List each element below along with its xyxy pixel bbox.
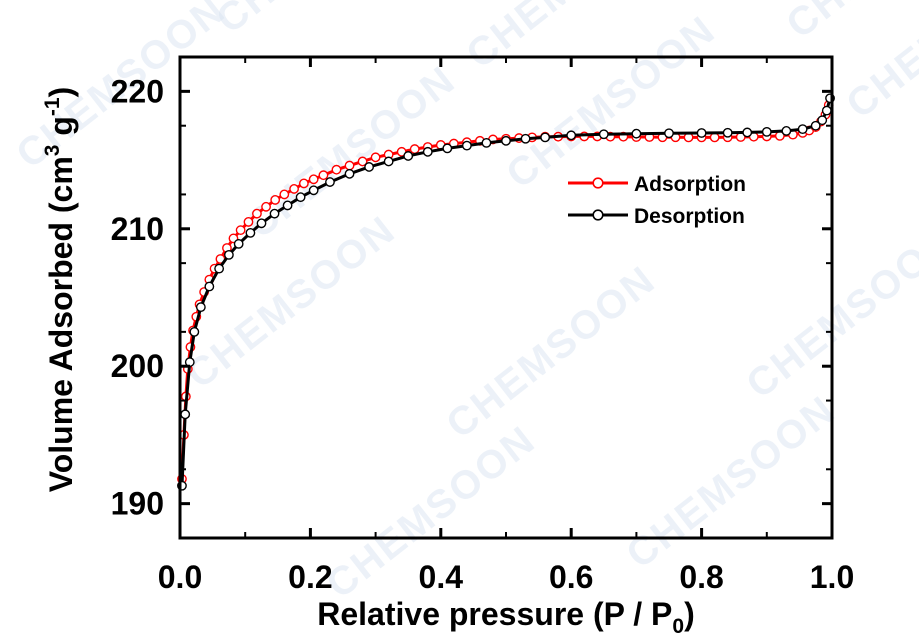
y-tick-label: 200 — [111, 348, 164, 384]
y-axis-title: Volume Adsorbed (cm3 g-1) — [41, 87, 79, 493]
desorption-point — [520, 133, 531, 144]
desorption-point — [245, 228, 256, 238]
desorption-point — [344, 168, 355, 179]
adsorption-point — [243, 217, 254, 227]
legend-marker-desorption — [592, 209, 604, 221]
desorption-point — [383, 156, 394, 167]
desorption-point — [761, 126, 772, 137]
x-axis-title: Relative pressure (P / P0) — [317, 596, 694, 638]
legend: Adsorption Desorption — [568, 173, 746, 228]
y-axis-title-mid: g — [43, 116, 79, 144]
y-tick-label: 220 — [111, 73, 164, 109]
desorption-point — [742, 127, 753, 138]
watermark-text: CHEMSOON — [438, 258, 663, 448]
desorption-point — [810, 120, 821, 131]
desorption-point — [631, 128, 642, 139]
desorption-point — [180, 409, 191, 420]
x-tick-label: 0.8 — [679, 559, 723, 595]
desorption-point — [195, 302, 206, 313]
desorption-point — [189, 326, 200, 337]
y-axis-title-sup1: 3 — [41, 145, 64, 157]
x-tick-label: 0.0 — [158, 559, 202, 595]
watermark-text: CHEMSOON — [778, 0, 919, 47]
legend-label-adsorption: Adsorption — [634, 173, 746, 196]
desorption-point — [325, 177, 335, 187]
desorption-point — [214, 263, 225, 274]
y-axis-title-main: Volume Adsorbed (cm — [43, 156, 79, 492]
adsorption-point — [344, 160, 355, 171]
desorption-point — [722, 127, 733, 138]
watermark-text: CHEMSOON — [838, 0, 919, 127]
x-tick-label: 0.2 — [288, 559, 332, 595]
x-tick-labels: 0.0 0.2 0.4 0.6 0.8 1.0 — [158, 559, 854, 595]
adsorption-point — [270, 195, 281, 205]
watermark-text: CHEMSOON — [178, 208, 403, 398]
desorption-point — [598, 129, 609, 140]
x-axis-title-main: Relative pressure (P / P — [317, 596, 672, 632]
y-axis-title-end: ) — [43, 87, 79, 98]
adsorption-point — [289, 184, 299, 194]
desorption-point — [501, 135, 511, 146]
x-tick-label: 0.6 — [549, 559, 593, 595]
watermark-text: CHEMSOON — [208, 0, 433, 42]
series-layer — [177, 93, 835, 491]
desorption-point — [461, 140, 472, 151]
adsorption-point — [318, 170, 329, 181]
adsorption-point — [261, 201, 271, 212]
adsorption-point — [357, 156, 368, 167]
desorption-point — [481, 137, 492, 148]
adsorption-point — [409, 144, 420, 154]
desorption-point — [256, 218, 267, 229]
adsorption-point — [709, 132, 720, 143]
desorption-point — [442, 143, 453, 154]
desorption-point — [223, 249, 234, 260]
legend-marker-adsorption — [592, 177, 604, 189]
watermark-text: CHEMSOON — [738, 218, 919, 408]
desorption-point — [269, 208, 280, 219]
x-tick-label: 0.4 — [419, 559, 464, 595]
desorption-point — [204, 281, 215, 292]
y-tick-label: 190 — [111, 486, 164, 522]
adsorption-point — [370, 152, 381, 163]
adsorption-point — [279, 189, 290, 200]
watermark-text: CHEMSOON — [618, 388, 843, 578]
legend-label-desorption: Desorption — [634, 205, 745, 228]
desorption-point — [781, 126, 792, 136]
y-axis-title-sup2: -1 — [41, 97, 64, 116]
adsorption-point — [308, 174, 319, 185]
adsorption-point — [331, 164, 342, 175]
desorption-point — [817, 115, 828, 126]
desorption-point — [540, 132, 551, 143]
desorption-point — [282, 200, 293, 211]
x-axis-title-subscript: 0 — [672, 615, 684, 638]
adsorption-point — [298, 178, 309, 189]
y-tick-label: 210 — [111, 211, 164, 247]
desorption-point — [422, 146, 433, 157]
desorption-point — [664, 128, 674, 139]
desorption-point — [403, 151, 414, 161]
desorption-point — [233, 239, 244, 249]
desorption-point — [308, 185, 319, 196]
ticks-layer — [178, 57, 834, 538]
adsorption-point — [252, 208, 262, 219]
desorption-point — [821, 105, 832, 116]
x-tick-label: 1.0 — [810, 559, 854, 595]
y-tick-labels: 190 200 210 220 — [111, 73, 164, 521]
desorption-point — [797, 124, 808, 135]
adsorption-point — [235, 225, 246, 236]
x-axis-title-end: ) — [684, 596, 695, 632]
desorption-point — [696, 128, 707, 138]
desorption-point — [364, 162, 374, 172]
desorption-point — [295, 192, 306, 203]
desorption-point — [566, 130, 577, 141]
